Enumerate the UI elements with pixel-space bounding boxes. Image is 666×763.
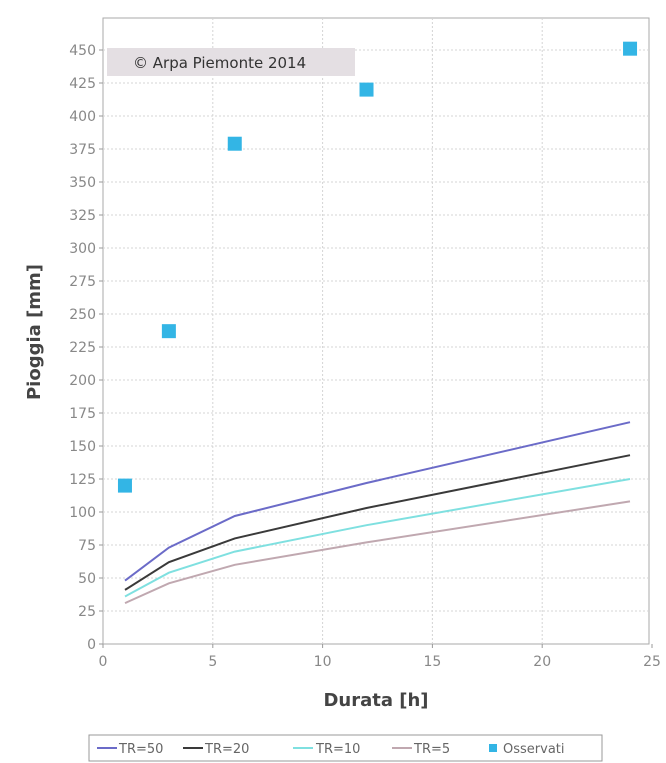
y-tick-label: 400 [69, 109, 96, 125]
axes [99, 49, 653, 648]
x-tick-label: 15 [423, 654, 441, 670]
x-tick-label: 10 [314, 654, 332, 670]
x-tick-label: 20 [533, 654, 551, 670]
annotation-group: © Arpa Piemonte 2014 [107, 48, 355, 76]
y-tick-label: 300 [69, 241, 96, 257]
y-tick-label: 175 [69, 406, 96, 422]
observed-point [117, 478, 132, 493]
y-tick-label: 375 [69, 142, 96, 158]
legend-label: TR=10 [315, 742, 360, 757]
y-tick-label: 25 [78, 604, 96, 620]
legend-swatch [489, 744, 497, 752]
y-tick-label: 200 [69, 373, 96, 389]
series-line-tr-5 [124, 500, 631, 605]
series-line-tr-10 [124, 478, 631, 598]
x-tick-label: 0 [99, 654, 108, 670]
tick-labels: 0255075100125150175200225250275300325350… [69, 43, 661, 670]
y-tick-label: 275 [69, 274, 96, 290]
legend-label: Osservati [503, 742, 565, 757]
y-tick-label: 125 [69, 472, 96, 488]
y-tick-label: 325 [69, 208, 96, 224]
y-tick-label: 75 [78, 538, 96, 554]
y-tick-label: 250 [69, 307, 96, 323]
legend-box [88, 734, 603, 762]
y-tick-label: 225 [69, 340, 96, 356]
y-tick-label: 50 [78, 571, 96, 587]
observed-point [623, 41, 638, 56]
y-axis-title: Pioggia [mm] [24, 264, 45, 400]
y-tick-label: 425 [69, 76, 96, 92]
x-tick-label: 5 [208, 654, 217, 670]
legend-label: TR=5 [413, 742, 450, 757]
y-tick-label: 150 [69, 439, 96, 455]
observed-point [359, 82, 374, 97]
y-tick-label: 0 [87, 637, 96, 653]
grid [103, 18, 649, 644]
annotation-text: © Arpa Piemonte 2014 [133, 54, 306, 72]
legend-label: TR=20 [204, 742, 249, 757]
x-axis-title: Durata [h] [323, 690, 428, 711]
observed-point [227, 136, 242, 151]
plot-area [102, 17, 650, 645]
legend: TR=50 TR=20 TR=10 TR=5 Osservati [88, 734, 603, 762]
series-line-tr-20 [124, 454, 631, 591]
y-tick-label: 350 [69, 175, 96, 191]
y-tick-label: 100 [69, 505, 96, 521]
x-tick-label: 25 [643, 654, 661, 670]
annotation-box [107, 48, 355, 76]
observed-point [161, 324, 176, 339]
series-group [117, 41, 638, 605]
legend-label: TR=50 [118, 742, 163, 757]
series-line-tr-50 [124, 421, 631, 582]
y-tick-label: 450 [69, 43, 96, 59]
